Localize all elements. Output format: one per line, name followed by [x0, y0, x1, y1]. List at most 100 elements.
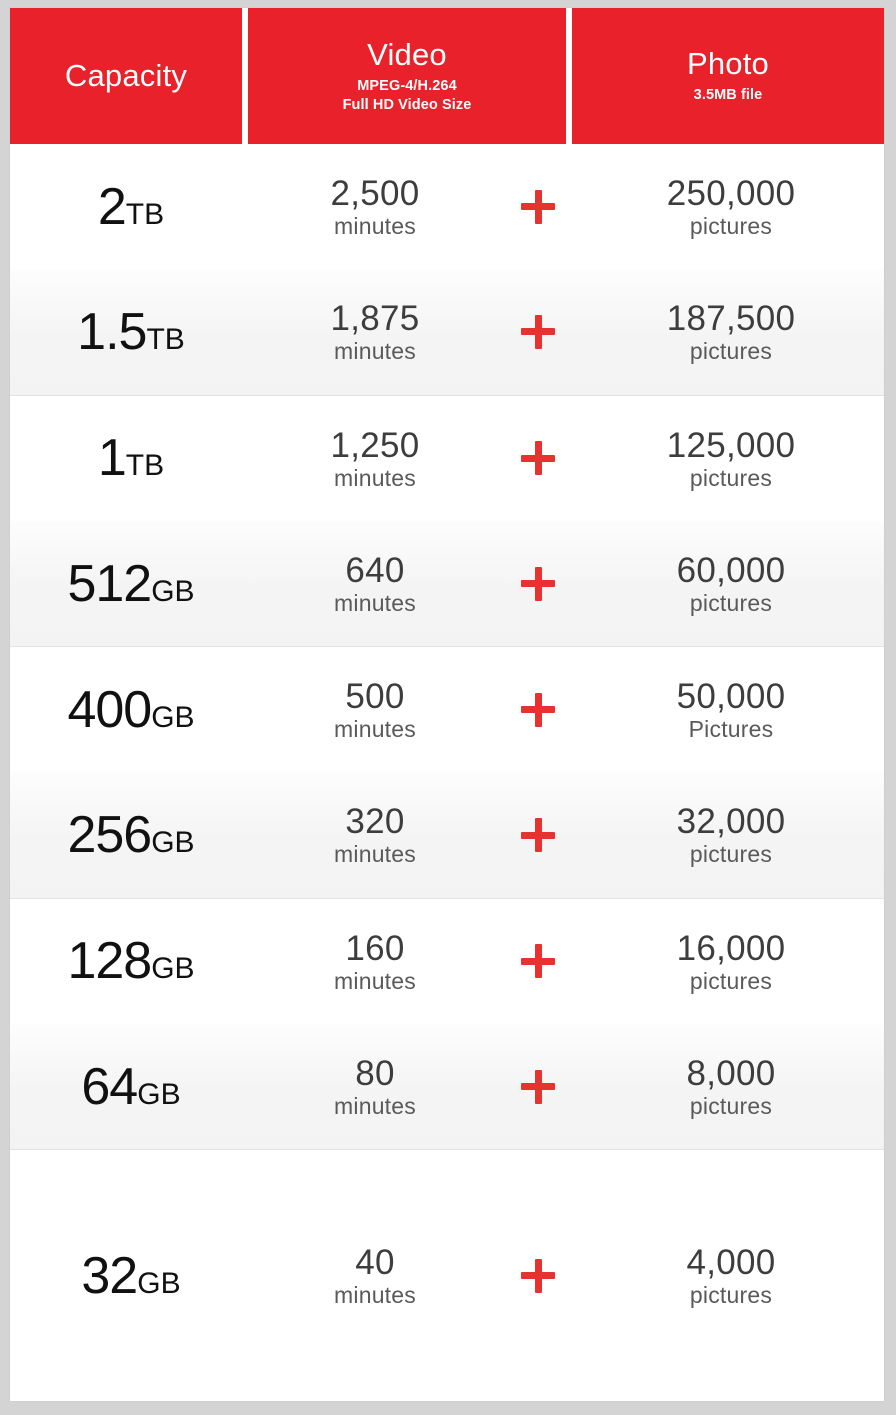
cell-plus — [498, 441, 578, 476]
plus-icon — [521, 944, 555, 979]
column-header-capacity: Capacity — [10, 8, 242, 144]
video-label: minutes — [334, 967, 416, 994]
cell-capacity: 256GB — [10, 809, 252, 861]
video-stack: 500 minutes — [334, 678, 416, 743]
capacity-unit: GB — [151, 952, 195, 986]
cell-video: 320 minutes — [252, 802, 498, 867]
capacity-unit: GB — [137, 1266, 181, 1300]
photo-stack: 125,000 pictures — [666, 425, 796, 491]
photo-label: pictures — [689, 589, 773, 616]
photo-label: pictures — [689, 338, 773, 365]
capacity-number: 64 — [81, 1057, 138, 1116]
photo-value: 250,000 — [666, 173, 796, 213]
table-row: 256GB 320 minutes 32,000 pictures — [10, 772, 884, 898]
table-row-group: 128GB 160 minutes 16,000 pictures 64GB 80 minut… — [10, 898, 884, 1151]
capacity-unit: GB — [151, 700, 195, 734]
video-value: 160 — [345, 928, 405, 968]
photo-label: pictures — [689, 213, 773, 239]
table-row-group: 400GB 500 minutes 50,000 Pictures 256GB 320 min… — [10, 647, 884, 899]
video-label: minutes — [334, 338, 416, 365]
video-stack: 80 minutes — [334, 1053, 416, 1120]
table-body: 2TB 2,500 minutes 250,000 pictures 1.5TB 1,875… — [10, 144, 884, 1401]
capacity-unit: GB — [151, 574, 195, 608]
table-header-row: Capacity Video MPEG-4/H.264 Full HD Vide… — [10, 8, 884, 144]
capacity-value: 1TB — [98, 432, 164, 484]
column-header-photo-title: Photo — [686, 46, 769, 82]
photo-label: pictures — [689, 967, 773, 994]
cell-plus — [498, 818, 578, 853]
cell-capacity: 2TB — [10, 181, 252, 233]
table-row: 32GB 40 minutes 4,000 pictures — [10, 1150, 884, 1401]
video-label: minutes — [334, 464, 416, 491]
table-row: 2TB 2,500 minutes 250,000 pictures — [10, 144, 884, 270]
video-stack: 1,875 minutes — [330, 300, 419, 365]
video-label: minutes — [334, 1093, 416, 1120]
photo-stack: 50,000 Pictures — [677, 678, 786, 743]
photo-stack: 32,000 pictures — [676, 802, 786, 867]
video-value: 40 — [355, 1242, 395, 1282]
cell-video: 1,875 minutes — [252, 300, 498, 365]
plus-icon — [521, 818, 555, 853]
photo-label: pictures — [689, 464, 773, 491]
capacity-value: 32GB — [81, 1250, 180, 1302]
table-row: 64GB 80 minutes 8,000 pictures — [10, 1024, 884, 1150]
capacity-value: 512GB — [67, 558, 194, 610]
cell-photo: 16,000 pictures — [578, 930, 884, 994]
photo-value: 4,000 — [686, 1242, 776, 1282]
cell-video: 40 minutes — [252, 1242, 498, 1309]
photo-value: 60,000 — [676, 550, 786, 590]
column-header-video-subtitle-line1: MPEG-4/H.264 — [357, 78, 457, 95]
photo-label: Pictures — [688, 716, 774, 743]
capacity-number: 128 — [67, 932, 152, 991]
video-label: minutes — [334, 716, 416, 743]
cell-capacity: 1.5TB — [10, 306, 252, 358]
cell-photo: 50,000 Pictures — [578, 678, 884, 743]
photo-stack: 187,500 pictures — [667, 300, 796, 365]
cell-photo: 250,000 pictures — [578, 173, 884, 239]
photo-value: 125,000 — [666, 425, 796, 465]
photo-stack: 16,000 pictures — [677, 930, 786, 994]
column-header-capacity-title: Capacity — [64, 57, 188, 93]
capacity-value: 1.5TB — [77, 306, 185, 358]
video-stack: 640 minutes — [334, 550, 416, 616]
capacity-unit: TB — [125, 449, 165, 483]
cell-video: 640 minutes — [252, 550, 498, 616]
cell-capacity: 1TB — [10, 432, 252, 484]
photo-value: 32,000 — [676, 802, 786, 842]
capacity-number: 1 — [97, 429, 127, 488]
video-label: minutes — [334, 1282, 416, 1309]
video-label: minutes — [334, 213, 416, 239]
capacity-value: 2TB — [98, 181, 164, 233]
table-row: 512GB 640 minutes 60,000 pictures — [10, 520, 884, 647]
photo-stack: 60,000 pictures — [676, 550, 786, 616]
cell-photo: 32,000 pictures — [578, 802, 884, 867]
capacity-unit: GB — [151, 826, 195, 860]
video-value: 320 — [345, 802, 405, 842]
plus-icon — [521, 314, 555, 349]
cell-plus — [498, 566, 578, 601]
cell-plus — [498, 314, 578, 349]
capacity-unit: TB — [125, 197, 165, 231]
table-row: 1.5TB 1,875 minutes 187,500 pictures — [10, 269, 884, 395]
video-stack: 40 minutes — [334, 1242, 416, 1309]
cell-capacity: 32GB — [10, 1250, 252, 1302]
cell-plus — [498, 944, 578, 979]
cell-plus — [498, 189, 578, 224]
photo-label: pictures — [689, 1093, 773, 1120]
cell-capacity: 512GB — [10, 558, 252, 610]
video-value: 80 — [355, 1053, 395, 1093]
column-header-video-subtitle: MPEG-4/H.264 Full HD Video Size — [343, 77, 472, 113]
capacity-value: 256GB — [67, 809, 194, 861]
video-stack: 2,500 minutes — [330, 175, 419, 239]
photo-stack: 250,000 pictures — [666, 173, 796, 239]
capacity-value: 400GB — [67, 684, 194, 736]
plus-icon — [521, 1258, 555, 1293]
capacity-number: 1.5 — [77, 302, 147, 361]
cell-video: 160 minutes — [252, 928, 498, 994]
capacity-unit: GB — [137, 1077, 181, 1111]
table-row: 1TB 1,250 minutes 125,000 pictures — [10, 395, 884, 521]
cell-video: 1,250 minutes — [252, 426, 498, 491]
video-value: 640 — [345, 550, 405, 590]
photo-stack: 8,000 pictures — [686, 1055, 775, 1120]
